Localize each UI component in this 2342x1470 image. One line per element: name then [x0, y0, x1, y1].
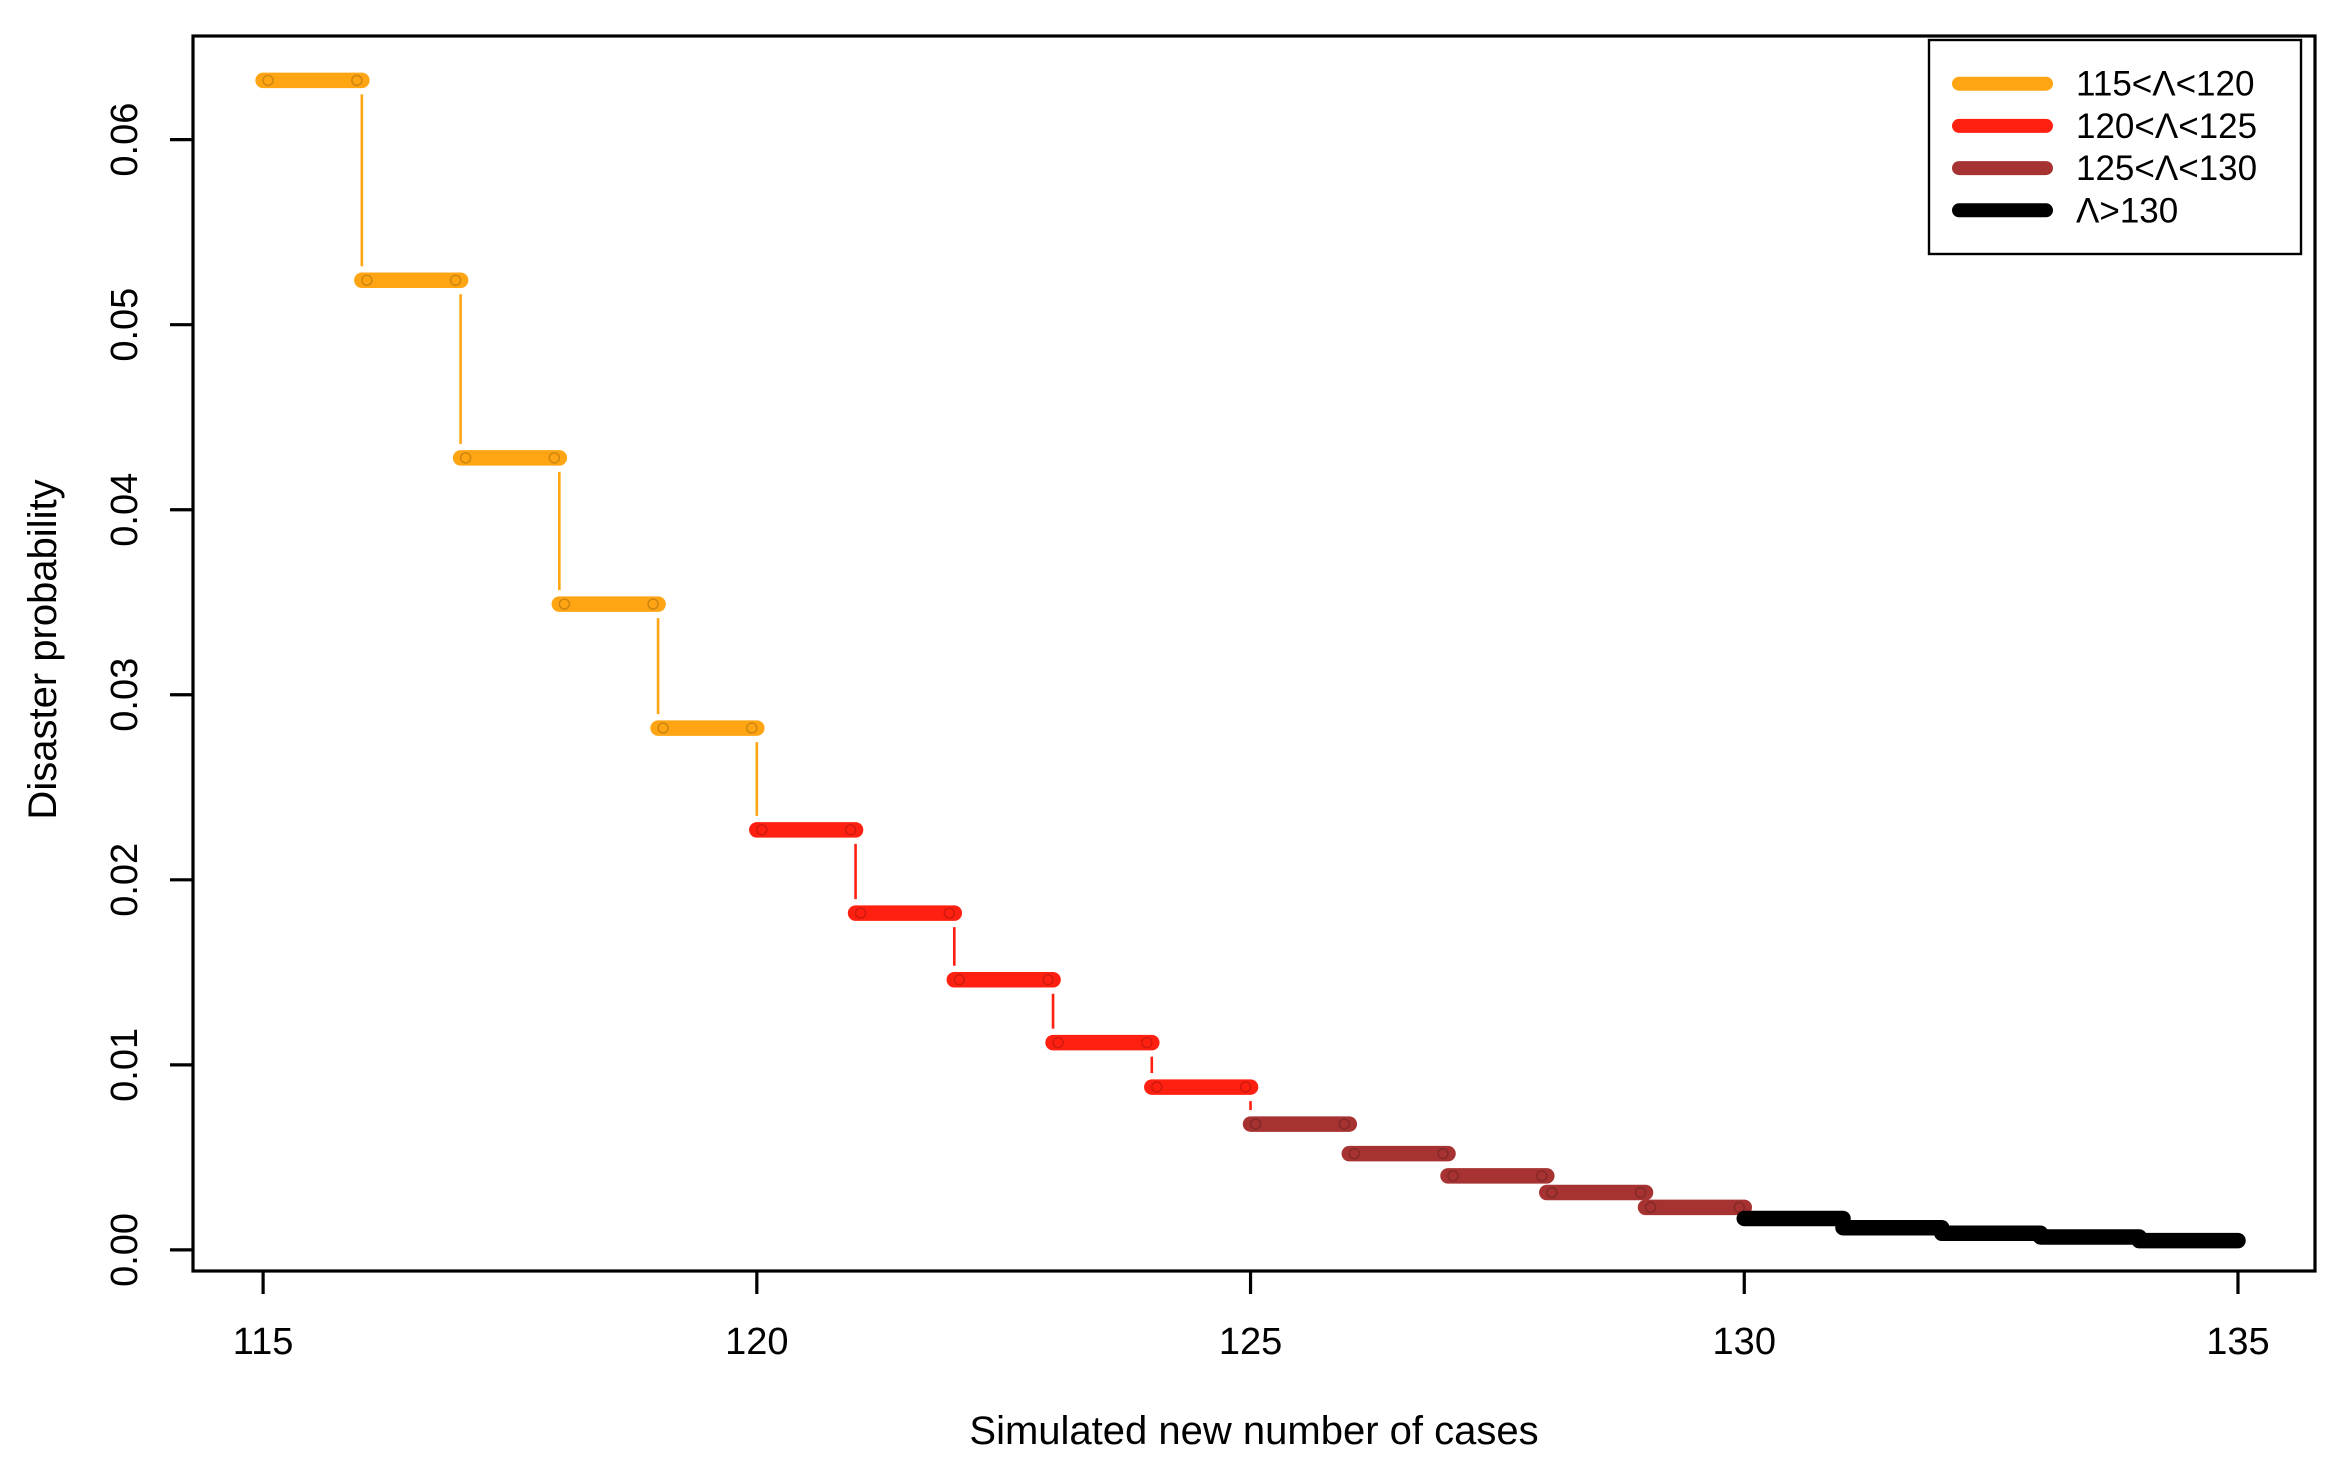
- y-tick-label-0.02: 0.02: [104, 843, 146, 917]
- segment-end-ring: [953, 973, 966, 986]
- segment-end-ring: [943, 907, 956, 919]
- segment-end-ring: [2227, 1234, 2239, 1247]
- segment-end-ring: [1042, 973, 1054, 986]
- segment-end-ring: [2039, 1231, 2052, 1243]
- segment-end-ring: [1842, 1221, 1854, 1234]
- legend-box: [1927, 38, 2303, 256]
- segment-end-ring: [2138, 1234, 2151, 1247]
- segment-end-ring: [459, 452, 472, 464]
- plot-border: [191, 34, 2317, 1273]
- segment-end-ring: [1151, 1081, 1163, 1093]
- segment-end-ring: [756, 824, 768, 836]
- segment-end-ring: [1733, 1201, 1746, 1214]
- segment-end-ring: [1239, 1081, 1252, 1093]
- segment-end-ring: [558, 598, 571, 610]
- y-tick-label-0.00: 0.00: [104, 1213, 146, 1287]
- segment-end-ring: [746, 722, 758, 734]
- segment-end-ring: [1141, 1036, 1153, 1049]
- x-axis-title: Simulated new number of cases: [969, 1409, 1538, 1453]
- legend-label-2: 125<Λ<130: [2076, 149, 2257, 188]
- y-axis-title: Disaster probability: [21, 479, 65, 819]
- segment-end-ring: [262, 74, 274, 87]
- segment-end-ring: [351, 74, 363, 87]
- segment-end-ring: [1447, 1170, 1459, 1182]
- x-tick-label-135: 135: [2206, 1321, 2269, 1363]
- segment-end-ring: [1743, 1212, 1756, 1225]
- segment-end-ring: [1535, 1170, 1548, 1182]
- segment-end-ring: [1249, 1118, 1262, 1130]
- segment-end-ring: [548, 452, 561, 464]
- segment-end-ring: [361, 274, 373, 287]
- legend-label-1: 120<Λ<125: [2076, 107, 2257, 146]
- segment-end-ring: [647, 598, 659, 610]
- segment-end-ring: [657, 722, 669, 734]
- segment-end-ring: [1634, 1186, 1647, 1199]
- segment-end-ring: [854, 907, 867, 919]
- legend-label-0: 115<Λ<120: [2076, 65, 2254, 104]
- segment-end-ring: [1052, 1036, 1064, 1049]
- x-tick-label-125: 125: [1219, 1321, 1282, 1363]
- segment-end-ring: [1940, 1227, 1953, 1240]
- segment-end-ring: [1437, 1147, 1449, 1160]
- segment-end-ring: [844, 824, 857, 836]
- x-tick-label-130: 130: [1713, 1321, 1776, 1363]
- y-tick-label-0.01: 0.01: [104, 1028, 146, 1102]
- segment-end-ring: [1338, 1118, 1351, 1130]
- y-tick-label-0.05: 0.05: [104, 288, 146, 362]
- x-tick-label-115: 115: [233, 1321, 294, 1363]
- segment-end-ring: [1348, 1147, 1361, 1160]
- segment-end-ring: [1644, 1201, 1657, 1214]
- segment-end-ring: [449, 274, 462, 287]
- x-tick-label-120: 120: [725, 1321, 788, 1363]
- y-tick-label-0.04: 0.04: [104, 473, 146, 547]
- segment-end-ring: [1545, 1186, 1558, 1199]
- y-tick-label-0.06: 0.06: [104, 103, 146, 177]
- legend-label-3: Λ>130: [2076, 191, 2178, 230]
- y-tick-label-0.03: 0.03: [104, 658, 146, 732]
